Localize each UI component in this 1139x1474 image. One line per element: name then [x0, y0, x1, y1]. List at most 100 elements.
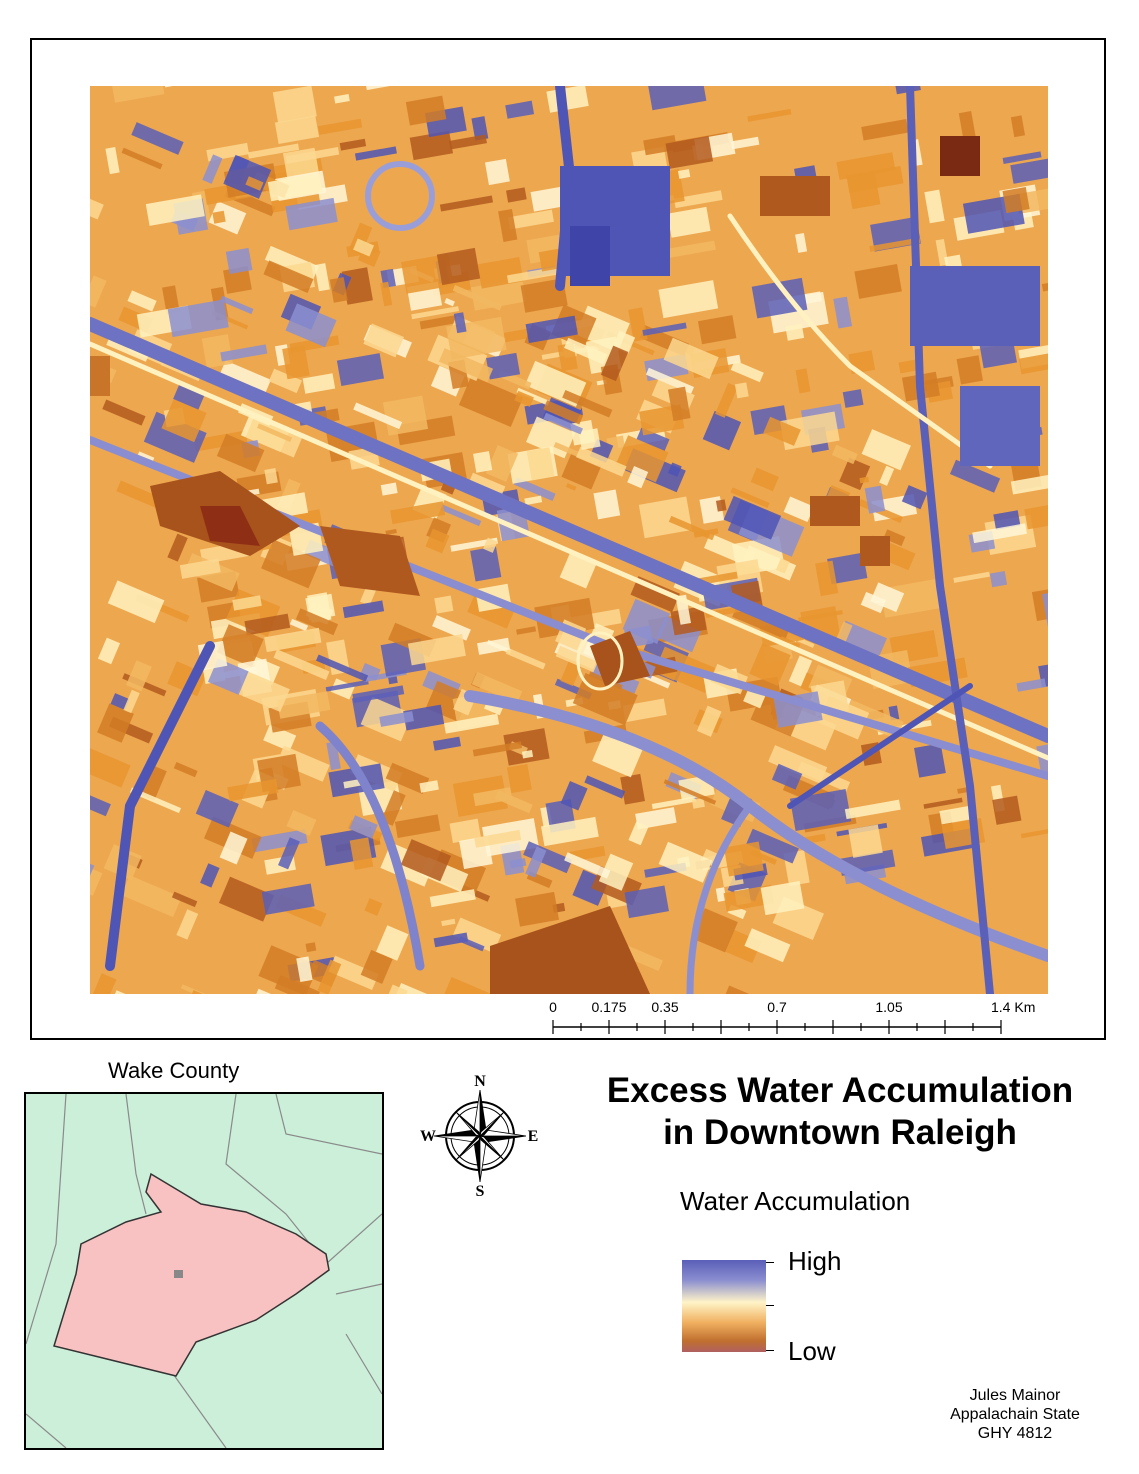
- raster-cell: [171, 891, 198, 908]
- raster-cell: [349, 815, 378, 839]
- raster-cell: [923, 797, 963, 809]
- raster-cell: [668, 515, 715, 541]
- raster-cell: [127, 290, 157, 312]
- raster-cell: [167, 533, 188, 562]
- raster-cell: [744, 928, 791, 963]
- raster-cell: [473, 451, 493, 473]
- raster-cell: [864, 485, 886, 514]
- raster-cell: [162, 285, 180, 315]
- raster-cell: [195, 789, 239, 828]
- raster-cell: [435, 502, 482, 527]
- scale-label: 0: [549, 999, 557, 1015]
- inset-map[interactable]: [24, 1092, 384, 1450]
- raster-blocks: [90, 136, 1040, 994]
- legend-tick-mid: [766, 1305, 774, 1306]
- raster-cell: [376, 925, 409, 961]
- raster-cell: [827, 552, 868, 585]
- raster-cell: [1016, 678, 1047, 692]
- raster-cell: [261, 883, 315, 915]
- raster-cell: [503, 728, 550, 766]
- raster-cell: [667, 386, 691, 422]
- raster-cell: [339, 138, 367, 151]
- raster-cell: [278, 837, 300, 870]
- raster-cell: [622, 698, 667, 723]
- raster-cell: [715, 499, 727, 512]
- raster-cell: [663, 779, 717, 805]
- raster-cell: [220, 295, 254, 315]
- raster-cell: [458, 936, 485, 952]
- raster-cell: [443, 713, 500, 734]
- raster-cell: [341, 267, 373, 305]
- raster-cell: [317, 959, 342, 994]
- raster-cell: [434, 595, 454, 614]
- raster-cell: [90, 189, 104, 220]
- raster-cell: [329, 277, 348, 303]
- raster-cell: [400, 839, 452, 882]
- raster-cell: [525, 846, 547, 878]
- raster-cell: [768, 745, 828, 784]
- raster-cell: [385, 529, 397, 535]
- raster-cell: [202, 154, 223, 184]
- raster-cell: [411, 306, 460, 320]
- raster-cell: [161, 399, 207, 443]
- raster-cell: [593, 489, 621, 520]
- raster-cell: [600, 345, 629, 382]
- raster-cell: [302, 373, 336, 394]
- raster-cell: [282, 345, 310, 380]
- raster-cell: [125, 660, 152, 692]
- raster-cell: [471, 672, 523, 704]
- raster-cell: [749, 643, 791, 686]
- raster-cell: [560, 780, 588, 811]
- raster-cell: [665, 136, 714, 169]
- raster-cell: [898, 359, 919, 374]
- raster-cell: [993, 510, 1021, 530]
- raster-cell: [364, 898, 383, 916]
- raster-cell: [815, 560, 839, 597]
- water-accumulation-raster[interactable]: [90, 86, 1048, 994]
- inset-map-graphic: [26, 1094, 382, 1448]
- raster-cell: [869, 237, 921, 252]
- raster-cell: [992, 795, 1022, 825]
- raster-cell: [751, 277, 808, 319]
- raster-cell: [285, 147, 340, 164]
- raster-cell: [257, 423, 293, 442]
- raster-cell: [516, 387, 550, 406]
- raster-cell: [220, 344, 268, 362]
- raster-cell: [419, 780, 439, 793]
- raster-cell: [835, 621, 853, 645]
- raster-cell: [615, 435, 669, 483]
- raster-cell: [90, 743, 131, 788]
- raster-cell: [394, 814, 441, 839]
- raster-cell: [854, 263, 902, 299]
- raster-cell: [90, 275, 107, 308]
- raster-cell: [359, 585, 377, 606]
- raster-cell: [458, 375, 524, 428]
- raster-cell: [697, 315, 737, 345]
- raster-cell: [330, 678, 355, 700]
- scale-bar: 0 0.175 0.35 0.7 1.05 1.4 Km: [549, 999, 1035, 1034]
- raster-cell: [564, 852, 611, 879]
- raster-cell: [441, 918, 456, 927]
- raster-cell: [380, 482, 398, 496]
- inset-title: Wake County: [108, 1058, 240, 1083]
- county-boundaries: [26, 1094, 382, 1448]
- raster-cell: [173, 761, 198, 778]
- raster-cell: [879, 465, 895, 486]
- raster-cell: [958, 111, 977, 144]
- compass-west-label: W: [420, 1128, 436, 1145]
- raster-cell: [107, 580, 165, 624]
- raster-cell: [382, 395, 429, 436]
- raster-cell: [116, 480, 161, 508]
- raster-cell: [258, 945, 319, 994]
- raster-cell: [90, 973, 117, 994]
- raster-cell: [564, 337, 608, 365]
- raster-cell: [949, 459, 1001, 493]
- raster-cell: [409, 130, 453, 161]
- raster-cell: [560, 660, 582, 687]
- raster-cell: [747, 108, 792, 122]
- raster-cell: [658, 841, 713, 883]
- raster-cell: [746, 828, 799, 864]
- legend-tick-high: [766, 1262, 774, 1263]
- raster-cell: [763, 416, 801, 446]
- raster-cell: [264, 468, 278, 485]
